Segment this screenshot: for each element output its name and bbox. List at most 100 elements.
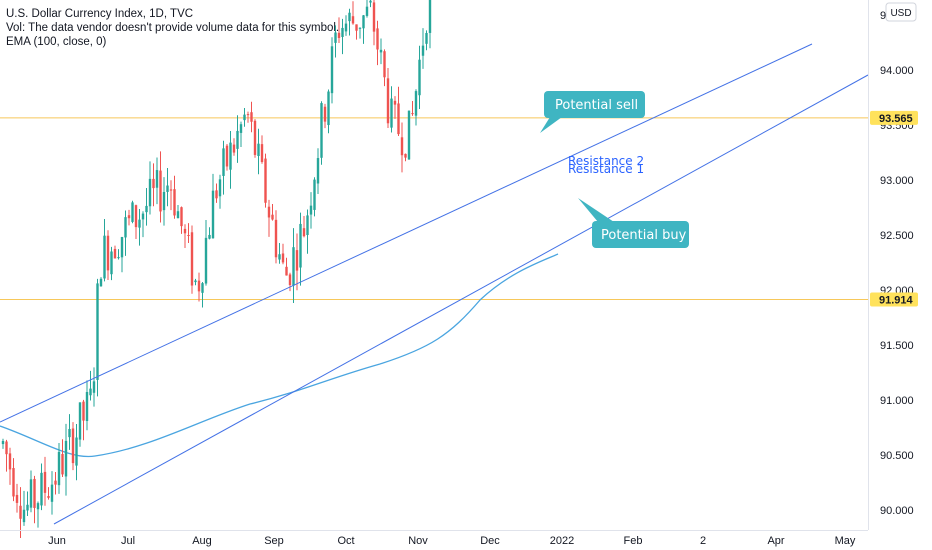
indicator-legend[interactable]: EMA (100, close, 0) <box>6 36 107 48</box>
candle-body <box>344 23 348 32</box>
candle-body <box>141 213 145 220</box>
candle-body <box>110 251 113 275</box>
candle-body <box>71 428 75 464</box>
candle-body <box>190 232 194 286</box>
x-tick-label: Apr <box>767 535 784 547</box>
candle-body <box>43 471 47 493</box>
potential-sell-callout[interactable] <box>544 91 645 118</box>
candle-body <box>134 205 138 228</box>
candle-body <box>407 110 411 160</box>
candle-body <box>96 283 99 380</box>
candle-body <box>372 2 376 32</box>
price-tag-label: 93.565 <box>879 113 913 125</box>
currency-button[interactable] <box>885 2 917 22</box>
candle-body <box>425 32 428 44</box>
x-tick-label: Nov <box>408 535 428 547</box>
y-tick-label: 90.000 <box>880 505 914 517</box>
candle-body <box>26 504 29 511</box>
candle-body <box>274 219 278 258</box>
y-tick-label: 91.000 <box>880 395 914 407</box>
candle-body <box>78 402 82 440</box>
potential-buy-label: Potential buy <box>601 228 687 243</box>
candle-body <box>383 51 386 78</box>
y-tick-label: 94.000 <box>880 65 914 77</box>
potential-buy-callout[interactable] <box>592 221 689 248</box>
potential-sell-label: Potential sell <box>555 98 638 113</box>
x-tick-label: Dec <box>480 535 500 547</box>
candle-body <box>85 391 89 421</box>
candle-body <box>239 124 243 133</box>
candle-body <box>243 114 246 121</box>
candle-body <box>379 49 383 53</box>
ema-line[interactable] <box>0 253 559 458</box>
candle-body <box>232 144 236 153</box>
candle-body <box>68 428 71 438</box>
candle-body <box>169 189 173 191</box>
candle-body <box>138 219 141 228</box>
candle-body <box>323 106 327 122</box>
candle-body <box>176 211 180 219</box>
candle-body <box>162 191 166 211</box>
x-tick-label: Aug <box>192 535 212 547</box>
y-tick-label: 92.500 <box>880 230 914 242</box>
candle-body <box>36 503 40 510</box>
candle-body <box>246 114 250 116</box>
price-tag[interactable] <box>870 292 918 307</box>
candle-body <box>337 32 341 38</box>
candle-body <box>82 401 85 421</box>
candle-body <box>278 254 281 260</box>
candle-body <box>334 32 337 43</box>
candle-body <box>120 237 124 258</box>
resistance-1-label[interactable]: Resistance 1 <box>568 162 644 176</box>
candle-body <box>155 170 159 188</box>
candle-body <box>54 480 57 485</box>
candle-body <box>414 91 418 116</box>
candle-body <box>288 274 292 286</box>
candle-body <box>376 28 379 50</box>
chart-title: U.S. Dollar Currency Index, 1D, TVC <box>6 8 194 20</box>
candle-body <box>99 278 103 287</box>
candle-body <box>390 98 393 128</box>
candle-body <box>124 217 127 238</box>
candle-body <box>8 453 12 470</box>
candle-body <box>180 207 183 227</box>
candle-body <box>264 158 267 203</box>
candle-body <box>351 16 355 24</box>
candle-body <box>218 179 222 197</box>
time-axis[interactable]: Jun Jul Aug Sep Oct Nov Dec 2022 Feb 2 Apr May <box>48 535 856 547</box>
candle-body <box>211 190 215 239</box>
candle-body <box>348 12 351 22</box>
candle-body <box>236 130 239 149</box>
candle-body <box>369 0 372 3</box>
candle-body <box>285 266 288 276</box>
candle-body <box>201 283 204 293</box>
candle-body <box>362 15 365 29</box>
candle-body <box>411 113 414 115</box>
candle-body <box>292 247 295 286</box>
candle-body <box>302 228 306 237</box>
candle-body <box>117 257 120 259</box>
candle-body <box>89 388 92 396</box>
candle-body <box>281 253 285 263</box>
resistance-2-label[interactable]: Resistance 2 <box>568 154 644 168</box>
channel-upper-trendline[interactable] <box>0 43 813 423</box>
candle-body <box>418 59 421 96</box>
channel-lower-trendline[interactable] <box>53 74 869 525</box>
candle-body <box>187 235 190 237</box>
candle-body <box>208 234 211 239</box>
price-axis[interactable] <box>869 0 932 530</box>
candle-body <box>166 185 169 192</box>
candle-body <box>421 45 425 56</box>
y-tick-label: 91.500 <box>880 340 914 352</box>
candle-body <box>222 148 225 176</box>
candle-body <box>106 235 110 271</box>
candle-body <box>19 505 22 519</box>
candle-body <box>428 0 432 33</box>
candle-body <box>127 215 131 219</box>
candle-body <box>33 478 36 508</box>
price-tag[interactable] <box>870 110 918 125</box>
volume-note: Vol: The data vendor doesn't provide vol… <box>6 22 340 34</box>
candle-body <box>113 248 117 259</box>
candle-body <box>148 178 152 207</box>
